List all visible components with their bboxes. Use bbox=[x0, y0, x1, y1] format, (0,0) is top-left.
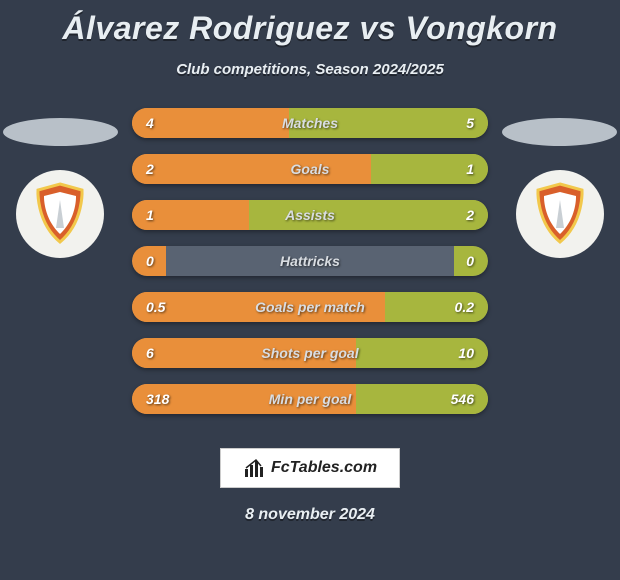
chart-icon bbox=[243, 457, 265, 479]
shield-icon bbox=[32, 182, 88, 246]
stat-label: Min per goal bbox=[132, 384, 488, 414]
comparison-panel: 45Matches 21Goals 12Assists 00Hattricks 0.50… bbox=[0, 108, 620, 438]
stat-row: 12Assists bbox=[132, 200, 488, 230]
stat-row: 45Matches bbox=[132, 108, 488, 138]
stat-label: Matches bbox=[132, 108, 488, 138]
stat-label: Assists bbox=[132, 200, 488, 230]
club-badge-right bbox=[516, 170, 604, 258]
stats-list: 45Matches 21Goals 12Assists 00Hattricks 0.50… bbox=[132, 108, 488, 430]
stat-label: Goals per match bbox=[132, 292, 488, 322]
stat-label: Hattricks bbox=[132, 246, 488, 276]
player-left-oval bbox=[3, 118, 118, 146]
stat-row: 318546Min per goal bbox=[132, 384, 488, 414]
footer-date: 8 november 2024 bbox=[0, 506, 620, 524]
stat-label: Shots per goal bbox=[132, 338, 488, 368]
shield-icon bbox=[532, 182, 588, 246]
player-right-oval bbox=[502, 118, 617, 146]
footer-brand: FcTables.com bbox=[220, 448, 400, 488]
stat-row: 00Hattricks bbox=[132, 246, 488, 276]
stat-row: 610Shots per goal bbox=[132, 338, 488, 368]
stat-label: Goals bbox=[132, 154, 488, 184]
footer-brand-text: FcTables.com bbox=[271, 459, 377, 477]
page-title: Álvarez Rodriguez vs Vongkorn bbox=[0, 0, 620, 47]
stat-row: 21Goals bbox=[132, 154, 488, 184]
stat-row: 0.50.2Goals per match bbox=[132, 292, 488, 322]
club-badge-left bbox=[16, 170, 104, 258]
subtitle: Club competitions, Season 2024/2025 bbox=[0, 61, 620, 78]
